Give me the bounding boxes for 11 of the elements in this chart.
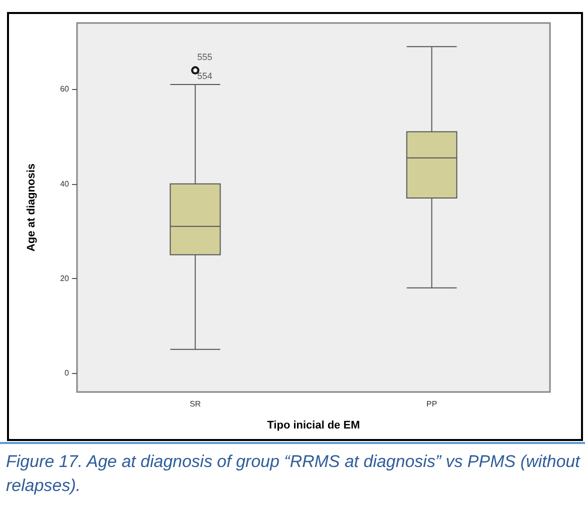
y-tick-label: 60	[60, 84, 70, 94]
x-tick-label: SR	[190, 400, 202, 408]
annotation: 555	[197, 52, 212, 62]
x-tick-label: PP	[426, 400, 438, 408]
caption: Figure 17. Age at diagnosis of group “RRMS at diagnosis” vs PPMS (without relapses).	[6, 451, 582, 497]
y-axis-title: Age at diagnosis	[26, 163, 38, 252]
y-tick-label: 40	[60, 179, 70, 188]
y-tick-label: 20	[60, 274, 70, 283]
y-tick-label: 0	[64, 368, 70, 378]
annotation: 554	[197, 70, 212, 81]
x-axis-title: Tipo inicial de EM	[267, 420, 360, 432]
